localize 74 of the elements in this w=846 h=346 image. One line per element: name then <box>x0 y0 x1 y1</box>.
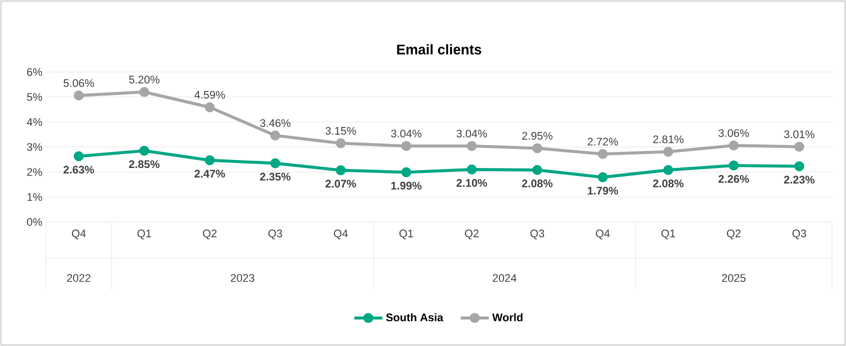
data-label: 2.07% <box>326 180 356 188</box>
point <box>794 161 804 172</box>
data-label: 2.85% <box>129 160 160 168</box>
data-label: 2.95% <box>522 132 552 140</box>
data-label: 1.79% <box>588 186 618 195</box>
point <box>270 158 280 168</box>
point <box>74 90 84 100</box>
point <box>139 87 150 97</box>
y-tick-label: 0% <box>26 218 42 226</box>
data-label: 2.23% <box>784 176 815 184</box>
point <box>663 146 674 157</box>
data-label: 2.26% <box>718 175 750 183</box>
data-label: 2.72% <box>588 138 618 146</box>
data-label: 2.10% <box>456 179 488 187</box>
x-tick-label: Q2 <box>202 230 217 240</box>
point <box>336 138 346 148</box>
x-tick-label: Q2 <box>464 230 479 240</box>
point <box>204 155 215 166</box>
point <box>74 151 84 162</box>
point <box>663 165 674 175</box>
point <box>466 141 477 152</box>
data-label: 3.04% <box>391 130 422 138</box>
point <box>728 160 739 170</box>
data-label: 2.08% <box>653 180 684 188</box>
point <box>794 142 804 152</box>
point <box>204 102 215 112</box>
y-tick-label: 3% <box>26 143 42 151</box>
data-label: 5.20% <box>129 76 160 84</box>
data-label: 1.99% <box>391 182 422 190</box>
data-label: 3.01% <box>784 130 814 138</box>
data-label: 2.35% <box>260 172 291 181</box>
data-label: 2.08% <box>522 180 553 188</box>
x-tick-label: Q3 <box>792 230 806 240</box>
data-label: 3.15% <box>326 126 356 135</box>
x-tick-label: Q1 <box>137 230 152 240</box>
text: 2023 <box>230 274 254 282</box>
x-tick-label: Q4 <box>72 230 86 240</box>
x-tick-label: Q1 <box>399 230 414 240</box>
text: 2022 <box>67 274 90 282</box>
data-label: 3.06% <box>718 129 749 137</box>
x-tick-label: Q1 <box>661 230 676 240</box>
x-tick-label: Q3 <box>268 230 282 240</box>
x-tick-label: Q4 <box>334 230 348 240</box>
legend-label: South Asia <box>386 313 444 322</box>
text: 2024 <box>492 274 516 282</box>
point <box>466 164 477 175</box>
legend-label: World <box>492 313 522 322</box>
point <box>598 149 608 159</box>
x-tick-label: Q4 <box>596 230 610 240</box>
data-label: 4.59% <box>194 90 225 99</box>
point <box>401 141 412 152</box>
x-tick-label: Q2 <box>726 230 741 240</box>
data-label: 3.46% <box>260 119 290 127</box>
x-tick-label: Q3 <box>530 230 544 240</box>
point <box>401 167 412 178</box>
data-label: 3.04% <box>456 130 487 138</box>
point <box>532 165 542 175</box>
text: 2025 <box>722 274 746 282</box>
chart-title: Email clients <box>397 44 482 54</box>
y-tick-label: 4% <box>26 118 42 126</box>
point <box>532 143 542 154</box>
point <box>728 140 739 150</box>
y-tick-label: 6% <box>27 68 42 76</box>
point <box>270 130 280 141</box>
y-tick-label: 2% <box>27 168 42 176</box>
point <box>139 146 150 156</box>
data-label: 2.63% <box>64 166 94 174</box>
point <box>336 165 346 176</box>
data-label: 2.47% <box>194 170 226 178</box>
y-tick-label: 5% <box>27 93 42 101</box>
y-tick-label: 1% <box>27 193 42 201</box>
data-label: 5.06% <box>64 79 94 87</box>
data-label: 2.81% <box>653 135 684 144</box>
point <box>598 172 608 182</box>
